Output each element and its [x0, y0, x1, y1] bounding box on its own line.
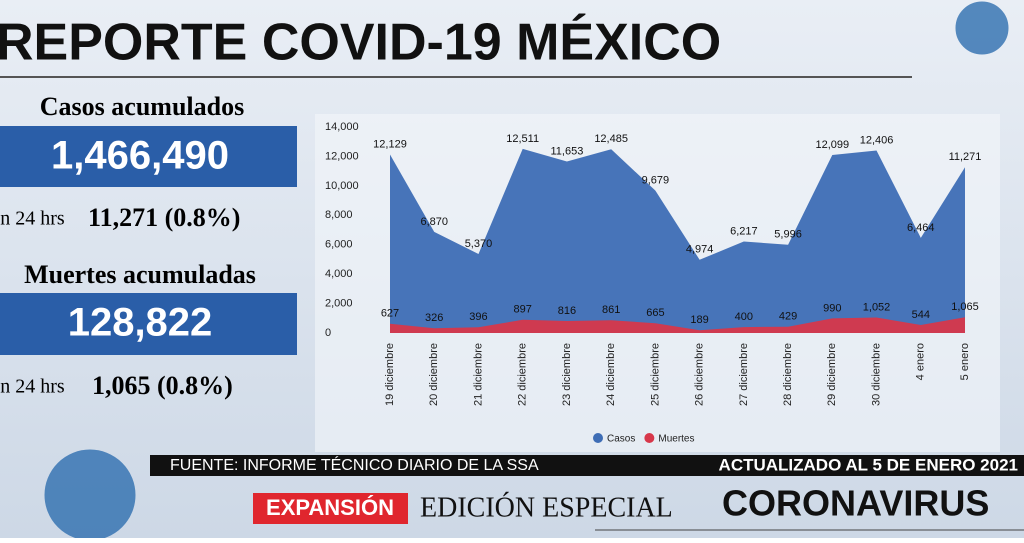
- cases-box: [0, 126, 297, 187]
- y-tick-label: 14,000: [325, 121, 359, 133]
- cases-daily-prefix: En 24 hrs: [0, 208, 65, 230]
- deaths-box: [0, 293, 297, 355]
- data-label: 9,679: [642, 174, 670, 186]
- y-tick-label: 8,000: [325, 209, 353, 221]
- footer-bar: [150, 455, 1024, 476]
- data-label: 6,870: [420, 216, 448, 228]
- brand: EXPANSIÓN: [266, 495, 394, 520]
- x-tick-label: 22 diciembre: [517, 343, 529, 406]
- data-label: 326: [425, 312, 443, 324]
- legend-swatch: [593, 433, 603, 443]
- x-tick-label: 25 diciembre: [649, 343, 661, 406]
- data-label: 11,271: [949, 151, 982, 163]
- x-tick-label: 30 diciembre: [870, 343, 882, 406]
- legend-swatch: [644, 433, 655, 443]
- data-label: 5,996: [774, 229, 802, 241]
- deaths-label: Muertes acumuladas: [24, 260, 256, 289]
- cases-total: 1,466,490: [51, 134, 229, 178]
- x-tick-label: 29 diciembre: [826, 343, 838, 406]
- data-label: 627: [381, 308, 399, 320]
- data-label: 12,485: [594, 133, 628, 145]
- area: [390, 148, 965, 333]
- updated: ACTUALIZADO AL 5 DE ENERO 2021: [719, 455, 1018, 474]
- virus-icon: [44, 1, 1009, 541]
- data-label: 4,974: [686, 244, 714, 256]
- edition: EDICIÓN ESPECIAL: [420, 492, 673, 523]
- y-tick-label: 10,000: [325, 180, 359, 192]
- data-label: 396: [469, 311, 487, 323]
- x-tick-label: 24 diciembre: [605, 343, 617, 406]
- x-tick-label: 28 diciembre: [782, 343, 794, 406]
- data-label: 816: [558, 305, 576, 317]
- x-tick-label: 5 enero: [959, 343, 971, 380]
- cases-label: Casos acumulados: [40, 92, 244, 121]
- data-label: 861: [602, 304, 620, 316]
- legend-label: Muertes: [658, 434, 694, 445]
- y-tick-label: 4,000: [325, 268, 353, 280]
- x-tick-label: 21 diciembre: [472, 343, 484, 406]
- y-tick-label: 0: [325, 327, 331, 339]
- deaths-total: 128,822: [68, 301, 213, 345]
- y-tick-label: 12,000: [325, 150, 359, 162]
- legend-label: Casos: [607, 434, 635, 445]
- x-tick-label: 4 enero: [915, 343, 927, 380]
- data-label: 400: [735, 311, 753, 323]
- data-label: 189: [690, 314, 708, 326]
- data-label: 6,464: [907, 222, 935, 234]
- data-label: 1,065: [951, 301, 979, 313]
- chart: 0 2,000 4,000 6,000 8,000 10,000 12,000 14,000 1…: [325, 121, 981, 445]
- data-label: 429: [779, 311, 797, 323]
- cases-daily: 11,271 (0.8%): [88, 203, 240, 232]
- data-label: 5,370: [465, 238, 493, 250]
- data-label: 665: [646, 307, 664, 319]
- x-tick-label: 20 diciembre: [428, 343, 440, 406]
- data-label: 12,511: [506, 133, 539, 145]
- deaths-daily: 1,065 (0.8%): [92, 371, 233, 400]
- source: FUENTE: INFORME TÉCNICO DIARIO DE LA SSA: [170, 455, 539, 474]
- x-tick-label: 27 diciembre: [738, 343, 750, 406]
- data-label: 12,406: [860, 134, 894, 146]
- deaths-daily-prefix: En 24 hrs: [0, 376, 65, 398]
- data-label: 12,129: [373, 138, 407, 150]
- x-tick-label: 19 diciembre: [384, 343, 396, 406]
- data-label: 12,099: [815, 139, 849, 151]
- data-label: 6,217: [730, 225, 758, 237]
- x-tick-label: 26 diciembre: [694, 343, 706, 406]
- data-label: 544: [912, 309, 930, 321]
- y-tick-label: 6,000: [325, 239, 353, 251]
- brand-box: [253, 493, 408, 524]
- section: CORONAVIRUS: [722, 483, 989, 524]
- data-label: 1,052: [863, 301, 891, 313]
- y-tick-label: 2,000: [325, 297, 353, 309]
- area: [390, 317, 965, 333]
- data-label: 990: [823, 302, 841, 314]
- title: REPORTE COVID-19 MÉXICO: [0, 14, 721, 72]
- data-label: 897: [514, 304, 532, 316]
- data-label: 11,653: [551, 145, 584, 157]
- x-tick-label: 23 diciembre: [561, 343, 573, 406]
